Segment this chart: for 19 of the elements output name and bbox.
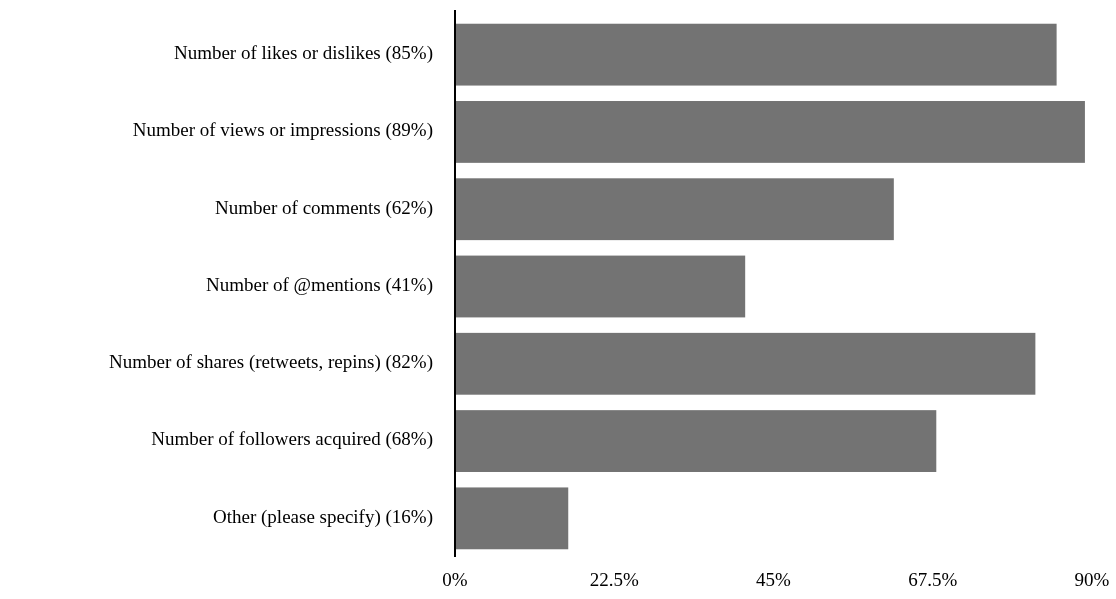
- x-tick-label: 22.5%: [589, 569, 639, 590]
- x-tick-label: 45%: [756, 569, 792, 590]
- y-tick-label: Number of shares (retweets, repins) (82%): [109, 351, 433, 374]
- bar: [455, 23, 1057, 86]
- x-tick-label: 90%: [1074, 569, 1110, 590]
- bar: [455, 332, 1036, 395]
- y-tick-label: Number of views or impressions (89%): [132, 119, 433, 142]
- x-tick-label: 0%: [442, 569, 468, 590]
- bar: [455, 178, 894, 241]
- y-tick-label: Number of followers acquired (68%): [151, 428, 433, 451]
- bar: [455, 487, 569, 550]
- y-tick-label: Other (please specify) (16%): [213, 505, 433, 528]
- bar: [455, 410, 937, 472]
- bar: [455, 101, 1085, 163]
- y-tick-label: Number of @mentions (41%): [206, 273, 433, 296]
- x-tick-label: 67.5%: [908, 569, 958, 590]
- y-tick-label: Number of likes or dislikes (85%): [173, 42, 433, 64]
- y-tick-label: Number of comments (62%): [215, 196, 433, 219]
- bar: [455, 255, 746, 318]
